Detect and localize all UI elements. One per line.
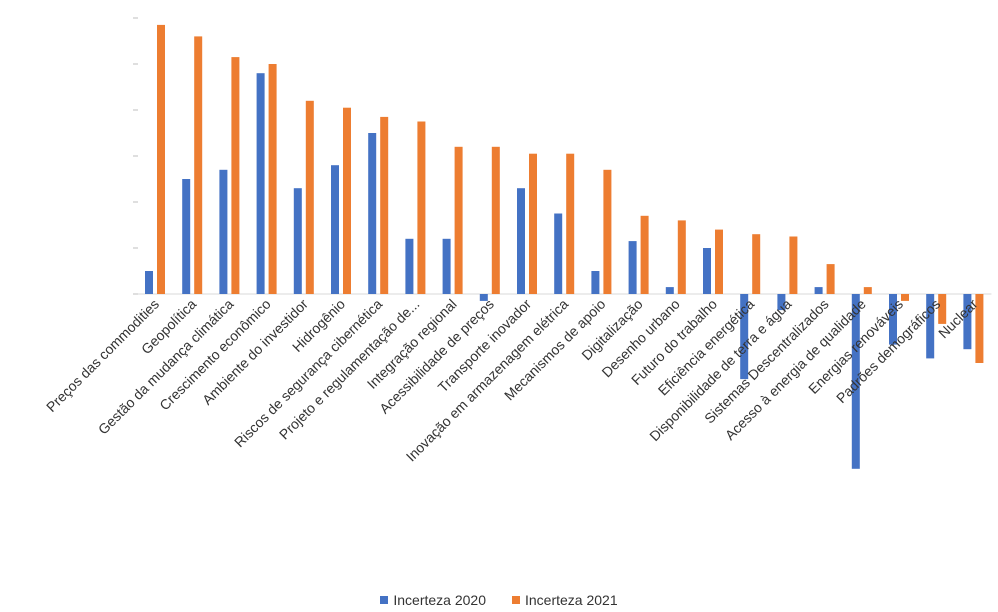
bar-2021-6 xyxy=(343,107,351,294)
bar-2021-16 xyxy=(715,229,723,294)
bar-2020-7 xyxy=(368,133,377,294)
bar-2021-5 xyxy=(305,100,314,294)
bar-2020-16 xyxy=(703,248,711,294)
bar-2020-20 xyxy=(851,294,860,469)
bar-2021-19 xyxy=(826,264,835,294)
bar-2020-12 xyxy=(554,213,563,294)
legend-item-2021: Incerteza 2021 xyxy=(512,592,618,608)
bar-2020-18 xyxy=(777,294,786,311)
bar-2020-15 xyxy=(665,287,674,294)
bar-2021-11 xyxy=(529,153,537,294)
bar-2021-2 xyxy=(194,36,203,295)
bar-2021-17 xyxy=(752,234,761,294)
bar-2020-9 xyxy=(442,238,451,294)
legend-label-2020: Incerteza 2020 xyxy=(393,592,486,608)
legend-item-2020: Incerteza 2020 xyxy=(380,592,486,608)
bar-2021-18 xyxy=(789,236,798,294)
bar-2021-7 xyxy=(380,116,389,295)
bar-2020-5 xyxy=(293,188,302,294)
legend-label-2021: Incerteza 2021 xyxy=(525,592,618,608)
bar-2021-22 xyxy=(938,294,947,324)
bar-2020-6 xyxy=(331,165,339,294)
bar-2020-14 xyxy=(628,241,637,294)
bar-2021-8 xyxy=(417,121,426,294)
bar-2020-11 xyxy=(517,188,525,294)
bar-2020-10 xyxy=(479,294,488,301)
legend-swatch-2020 xyxy=(380,596,389,604)
bar-2021-9 xyxy=(454,146,463,294)
bar-2020-1 xyxy=(145,271,153,294)
bar-2020-8 xyxy=(405,238,414,294)
bar-2020-13 xyxy=(591,271,600,294)
bar-2020-4 xyxy=(256,73,265,294)
bar-2020-22 xyxy=(926,294,935,359)
bar-2021-14 xyxy=(640,215,649,294)
bar-2020-23 xyxy=(963,294,972,350)
bar-2021-10 xyxy=(491,146,500,294)
bar-2020-19 xyxy=(814,287,823,294)
bar-2021-23 xyxy=(975,294,984,363)
legend-swatch-2021 xyxy=(512,596,520,604)
bar-2021-12 xyxy=(566,153,575,294)
bar-2021-4 xyxy=(268,64,277,294)
bar-2020-21 xyxy=(889,294,897,345)
bar-2021-20 xyxy=(863,287,872,294)
bar-2021-3 xyxy=(231,57,240,294)
bar-2020-3 xyxy=(219,169,228,294)
bar-2021-15 xyxy=(677,220,686,294)
bar-2021-13 xyxy=(603,169,612,294)
legend: Incerteza 2020 Incerteza 2021 xyxy=(0,590,998,610)
bar-2020-17 xyxy=(740,294,749,380)
bar-2021-21 xyxy=(901,294,909,301)
bar-chart: Preços das commoditiesGeopolíticaGestão … xyxy=(43,17,992,469)
bar-2020-2 xyxy=(182,179,191,294)
bar-2021-1 xyxy=(157,24,165,295)
